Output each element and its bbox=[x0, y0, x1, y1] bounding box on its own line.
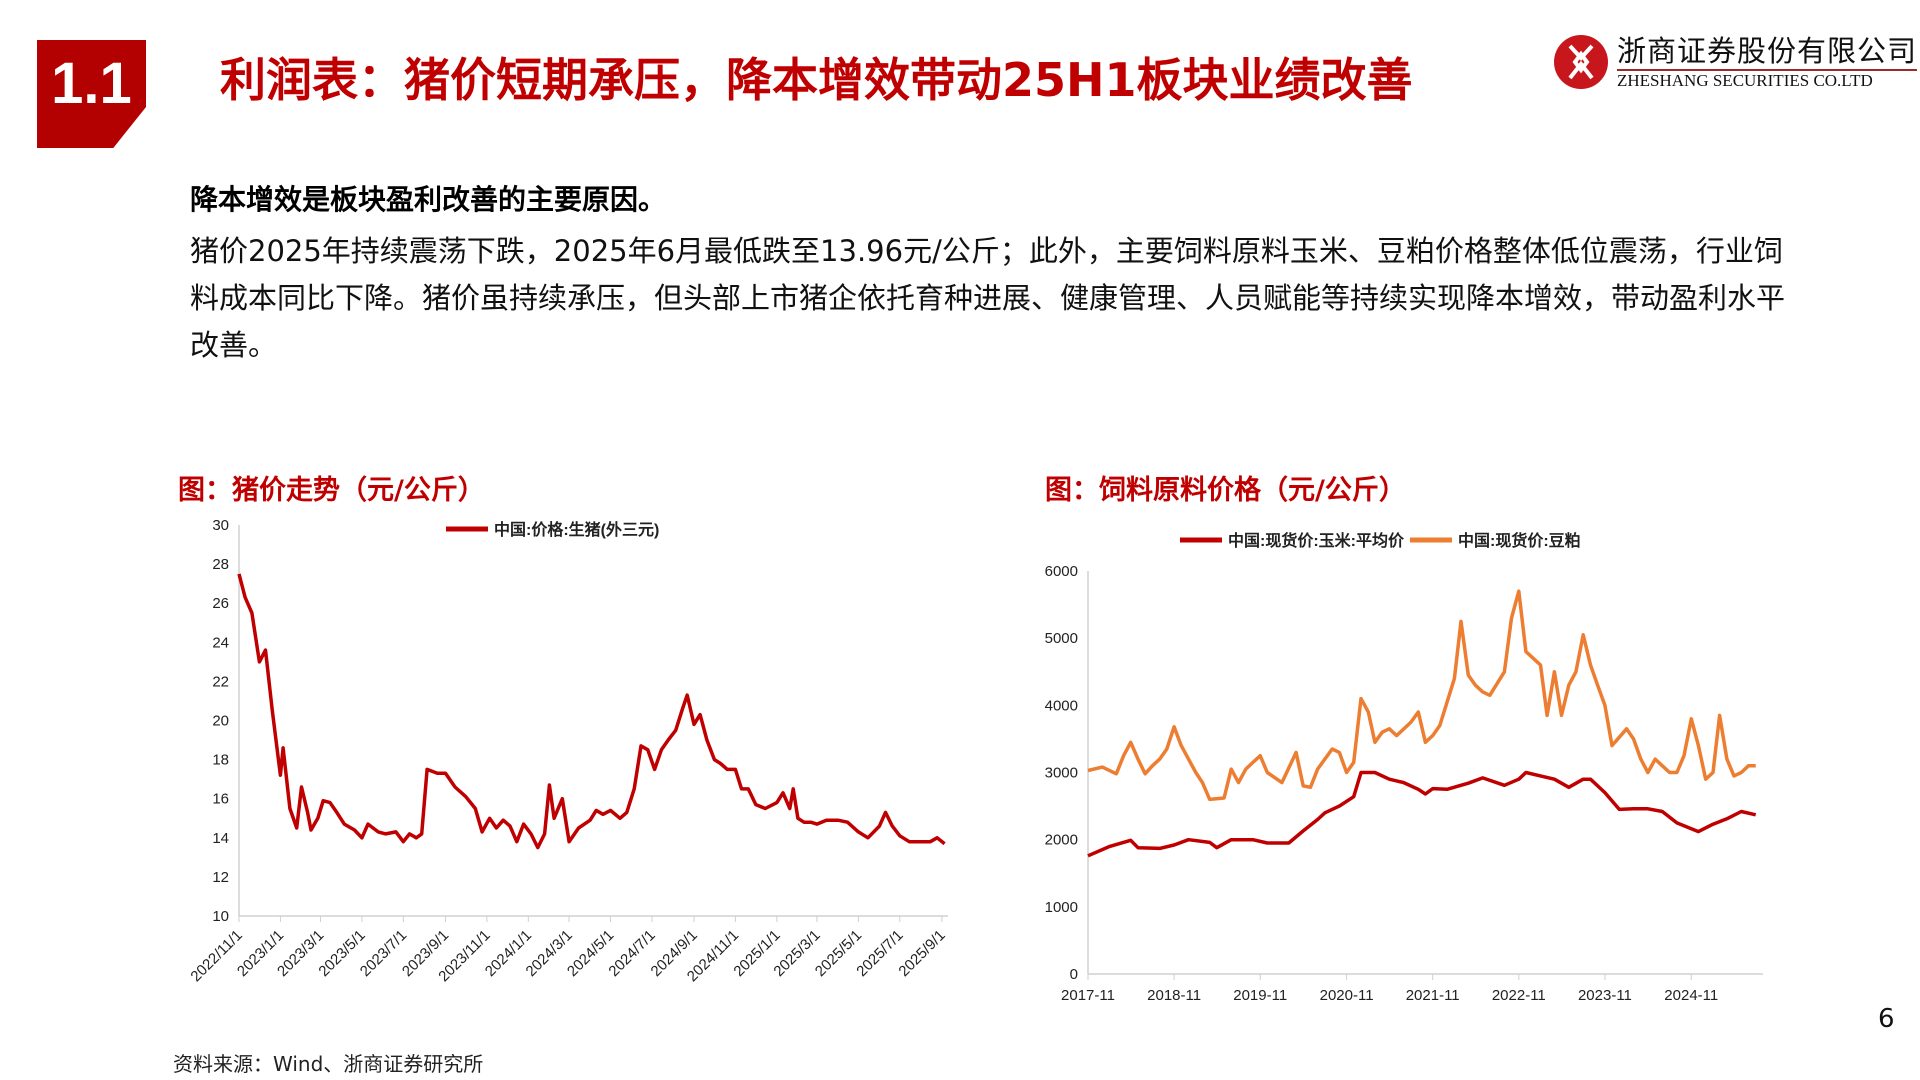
company-logo: 浙商证券股份有限公司 ZHESHANG SECURITIES CO.LTD bbox=[1553, 30, 1918, 94]
y-tick-label: 12 bbox=[212, 869, 229, 886]
series-line-0-0 bbox=[237, 573, 946, 850]
logo-name-en: ZHESHANG SECURITIES CO.LTD bbox=[1617, 71, 1873, 90]
chart-title-pig-price: 图：猪价走势（元/公斤） bbox=[178, 475, 485, 506]
y-tick-label: 2000 bbox=[1045, 832, 1078, 849]
y-tick-label: 10 bbox=[212, 908, 229, 925]
y-tick-label: 14 bbox=[212, 830, 229, 847]
logo-name-cn: 浙商证券股份有限公司 bbox=[1617, 33, 1918, 71]
body-paragraph: 猪价2025年持续震荡下跌，2025年6月最低跌至13.96元/公斤；此外，主要… bbox=[190, 234, 1786, 362]
legend-label: 中国:价格:生猪(外三元) bbox=[494, 520, 659, 539]
y-tick-label: 20 bbox=[212, 713, 229, 730]
y-tick-label: 24 bbox=[212, 634, 229, 651]
x-tick-label: 2024-11 bbox=[1664, 987, 1718, 1004]
x-tick-label: 2022/11/1 bbox=[187, 927, 245, 985]
legend-label: 中国:现货价:玉米:平均价 bbox=[1228, 531, 1405, 550]
y-tick-label: 18 bbox=[212, 752, 229, 769]
page-number: 6 bbox=[1878, 1004, 1895, 1034]
y-tick-label: 1000 bbox=[1045, 899, 1078, 916]
series-line-1-1 bbox=[1087, 589, 1756, 802]
source-note: 资料来源：Wind、浙商证券研究所 bbox=[173, 1052, 484, 1076]
y-tick-label: 5000 bbox=[1045, 630, 1078, 647]
x-tick-label: 2020-11 bbox=[1320, 987, 1374, 1004]
page-title: 利润表：猪价短期承压，降本增效带动25H1板块业绩改善 bbox=[220, 53, 1413, 107]
x-tick-label: 2017-11 bbox=[1061, 987, 1115, 1004]
x-tick-label: 2022-11 bbox=[1492, 987, 1546, 1004]
lead-statement: 降本增效是板块盈利改善的主要原因。 bbox=[190, 183, 667, 216]
y-tick-label: 4000 bbox=[1045, 697, 1078, 714]
logo-emblem-icon bbox=[1554, 35, 1608, 89]
x-tick-label: 2021-11 bbox=[1406, 987, 1460, 1004]
y-tick-label: 26 bbox=[212, 595, 229, 612]
legend-label: 中国:现货价:豆粕 bbox=[1458, 531, 1581, 550]
x-tick-label: 2019-11 bbox=[1233, 987, 1287, 1004]
x-tick-label: 2018-11 bbox=[1147, 987, 1201, 1004]
chart-title-feed-price: 图：饲料原料价格（元/公斤） bbox=[1045, 475, 1406, 506]
y-tick-label: 28 bbox=[212, 556, 229, 573]
y-tick-label: 30 bbox=[212, 517, 229, 534]
x-tick-label: 2025/9/1 bbox=[895, 927, 948, 980]
y-tick-label: 16 bbox=[212, 791, 229, 808]
section-number: 1.1 bbox=[51, 51, 132, 116]
series-line-1-0 bbox=[1087, 770, 1757, 858]
y-tick-label: 0 bbox=[1070, 966, 1078, 983]
y-tick-label: 22 bbox=[212, 673, 229, 690]
y-tick-label: 3000 bbox=[1045, 765, 1078, 782]
section-number-badge: 1.1 bbox=[37, 40, 146, 148]
x-tick-label: 2023-11 bbox=[1578, 987, 1632, 1004]
y-tick-label: 6000 bbox=[1045, 563, 1078, 580]
